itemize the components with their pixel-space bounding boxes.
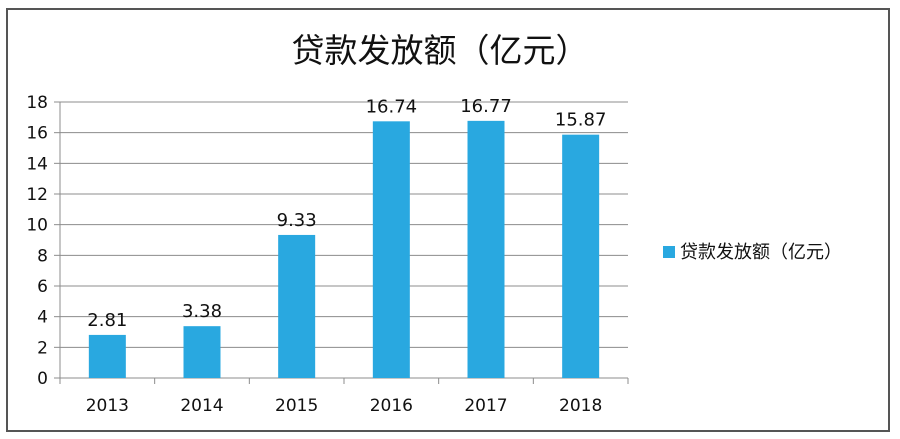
y-tick-label: 2: [37, 338, 48, 358]
data-label: 16.74: [366, 96, 418, 117]
legend: 贷款发放额（亿元）: [663, 242, 842, 263]
y-axis-ticks: 0 2 4 6 8 10 12 14 16 18: [26, 93, 60, 389]
data-label: 15.87: [555, 110, 607, 131]
y-tick-label: 8: [37, 246, 48, 266]
x-tick-label: 2015: [275, 396, 318, 416]
y-tick-label: 4: [37, 308, 48, 328]
y-tick-label: 12: [26, 185, 48, 205]
x-axis-ticks: 2013 2014 2015 2016 2017 2018: [59, 378, 629, 416]
bar: [562, 134, 600, 378]
data-label: 2.81: [87, 310, 127, 331]
bars: [88, 120, 600, 379]
axes: [59, 102, 628, 379]
data-label: 16.77: [460, 96, 512, 117]
y-tick-label: 0: [37, 369, 48, 389]
y-tick-label: 14: [26, 154, 48, 174]
y-tick-label: 16: [26, 124, 48, 144]
x-tick-label: 2014: [180, 396, 223, 416]
gridlines: [60, 101, 628, 348]
data-label: 9.33: [277, 210, 317, 231]
y-tick-label: 10: [26, 216, 48, 236]
bar: [183, 326, 221, 378]
x-tick-label: 2018: [559, 396, 602, 416]
x-tick-label: 2013: [86, 396, 129, 416]
x-tick-label: 2017: [464, 396, 507, 416]
chart-title: 贷款发放额（亿元）: [292, 31, 589, 70]
x-tick-label: 2016: [370, 396, 413, 416]
data-label: 3.38: [182, 301, 222, 322]
y-tick-label: 6: [37, 277, 48, 297]
bar: [372, 121, 410, 378]
bar: [88, 334, 126, 378]
data-labels: 2.81 3.38 9.33 16.74 16.77 15.87: [87, 96, 606, 331]
legend-swatch: [663, 246, 675, 258]
bar: [278, 234, 316, 378]
legend-label: 贷款发放额（亿元）: [680, 242, 842, 263]
bar: [467, 120, 505, 379]
y-tick-label: 18: [26, 93, 48, 113]
chart-frame: [6, 8, 890, 432]
